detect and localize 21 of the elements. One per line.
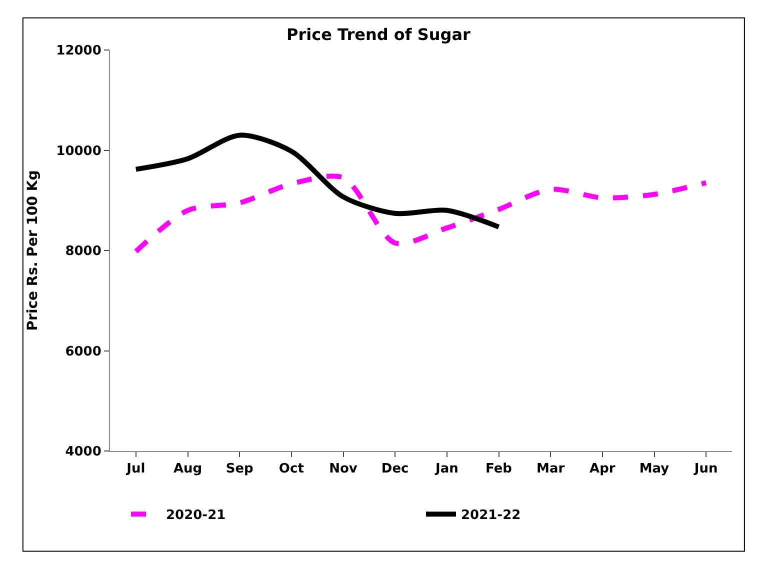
legend-label: 2021-22 [461,508,521,524]
x-tick-label: Feb [486,462,512,477]
y-tick-label: 6000 [65,344,102,360]
x-tick-label: Dec [381,462,409,477]
x-tick-label: Sep [226,462,254,477]
x-tick-label: Oct [278,462,304,477]
x-tick-label: Aug [173,462,202,477]
legend-label: 2020-21 [166,508,226,524]
x-tick-label: Nov [329,462,358,477]
x-tick-label: Jul [126,462,146,477]
y-axis-title: Price Rs. Per 100 Kg [24,170,41,331]
x-tick-label: Mar [536,462,566,477]
y-tick-label: 12000 [56,44,102,59]
y-tick-label: 10000 [56,144,102,159]
x-tick-label: Apr [590,462,616,477]
y-tick-label: 4000 [65,444,102,460]
x-tick-label: Jan [434,462,458,477]
chart-title: Price Trend of Sugar [286,24,471,44]
x-tick-label: Jun [693,462,718,477]
x-tick-label: May [639,462,670,477]
y-tick-label: 8000 [65,244,102,260]
